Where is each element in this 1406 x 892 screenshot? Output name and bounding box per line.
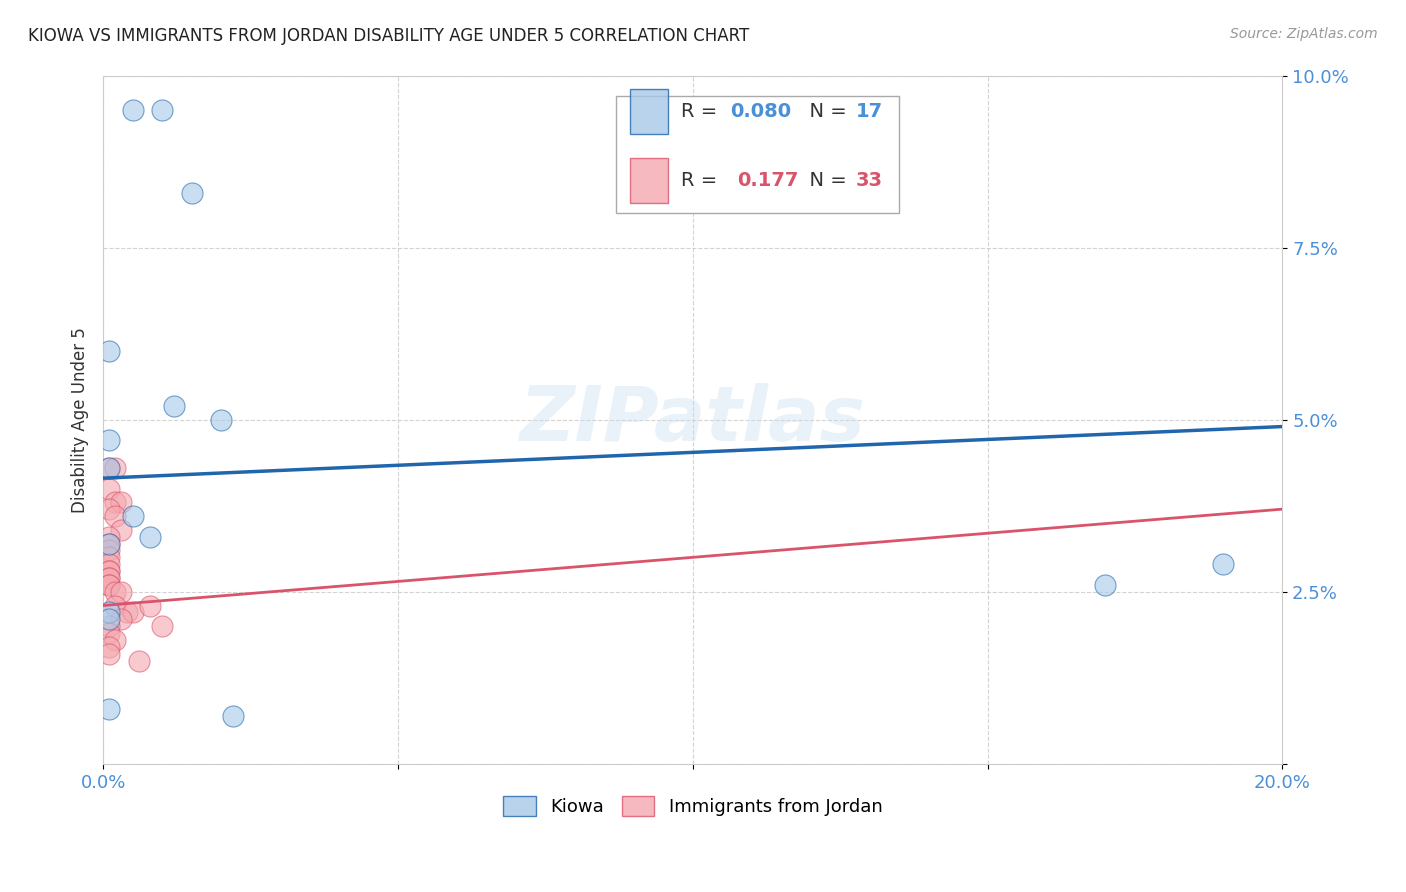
Text: 0.080: 0.080	[731, 103, 792, 121]
Point	[139, 530, 162, 544]
Point	[150, 103, 173, 117]
Point	[98, 640, 121, 654]
Point	[104, 460, 127, 475]
Point	[110, 584, 132, 599]
Point	[104, 495, 127, 509]
Text: KIOWA VS IMMIGRANTS FROM JORDAN DISABILITY AGE UNDER 5 CORRELATION CHART: KIOWA VS IMMIGRANTS FROM JORDAN DISABILI…	[28, 27, 749, 45]
Point	[121, 509, 143, 524]
Point	[121, 606, 143, 620]
Point	[98, 612, 121, 626]
Text: 33: 33	[855, 171, 883, 190]
Point	[139, 599, 162, 613]
Text: ZIPatlas: ZIPatlas	[520, 383, 866, 457]
Text: Source: ZipAtlas.com: Source: ZipAtlas.com	[1230, 27, 1378, 41]
Point	[98, 571, 121, 585]
Point	[98, 482, 121, 496]
Text: N =: N =	[797, 103, 852, 121]
Point	[98, 564, 121, 578]
Point	[104, 509, 127, 524]
Point	[222, 708, 245, 723]
Point	[98, 502, 121, 516]
Point	[98, 550, 121, 565]
Point	[115, 606, 138, 620]
Y-axis label: Disability Age Under 5: Disability Age Under 5	[72, 326, 89, 513]
Point	[180, 186, 202, 200]
Point	[110, 523, 132, 537]
Point	[150, 619, 173, 633]
Point	[98, 536, 121, 550]
Point	[98, 578, 121, 592]
Point	[98, 434, 121, 448]
Point	[98, 606, 121, 620]
Point	[98, 536, 121, 550]
Point	[98, 571, 121, 585]
Point	[98, 460, 121, 475]
Text: 17: 17	[855, 103, 883, 121]
Point	[104, 584, 127, 599]
FancyBboxPatch shape	[616, 96, 898, 213]
Text: 0.177: 0.177	[738, 171, 799, 190]
Point	[98, 558, 121, 572]
FancyBboxPatch shape	[630, 89, 668, 134]
Point	[104, 599, 127, 613]
Point	[98, 619, 121, 633]
Point	[98, 578, 121, 592]
Text: R =: R =	[681, 103, 724, 121]
FancyBboxPatch shape	[630, 158, 668, 202]
Point	[98, 564, 121, 578]
Point	[98, 647, 121, 661]
Point	[128, 654, 150, 668]
Point	[98, 702, 121, 716]
Point	[110, 495, 132, 509]
Point	[110, 612, 132, 626]
Point	[98, 460, 121, 475]
Point	[98, 343, 121, 358]
Legend: Kiowa, Immigrants from Jordan: Kiowa, Immigrants from Jordan	[496, 789, 890, 823]
Point	[98, 530, 121, 544]
Point	[1094, 578, 1116, 592]
Point	[98, 543, 121, 558]
Point	[121, 103, 143, 117]
Text: R =: R =	[681, 171, 730, 190]
Text: N =: N =	[797, 171, 852, 190]
Point	[1212, 558, 1234, 572]
Point	[98, 626, 121, 640]
Point	[104, 632, 127, 647]
Point	[209, 412, 232, 426]
Point	[163, 399, 186, 413]
